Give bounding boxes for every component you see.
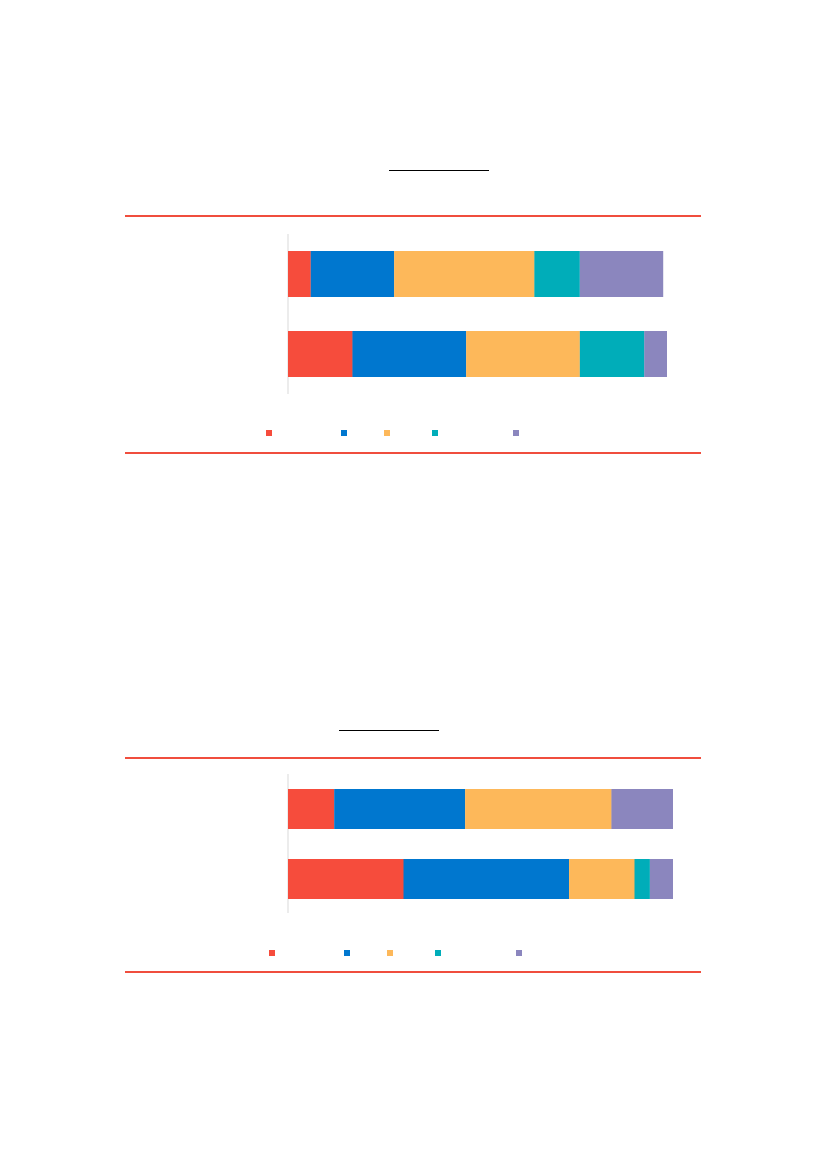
legend-swatch xyxy=(432,430,438,436)
figure-2-bottom-rule xyxy=(125,971,701,973)
chart-1 xyxy=(287,234,667,394)
chart-2-bar-row2-series4 xyxy=(634,859,650,899)
figure-2-title-underline xyxy=(339,730,439,731)
figure-2-top-rule xyxy=(125,757,701,759)
legend-swatch xyxy=(435,950,441,956)
chart-1-bar-row1-series5 xyxy=(579,251,664,297)
chart-1-bar-row2-series4 xyxy=(579,331,645,377)
chart-1-bar-row1-series1 xyxy=(288,251,311,297)
chart-2-bar-row2-series1 xyxy=(288,859,404,899)
chart-1-bar-row1-series2 xyxy=(310,251,395,297)
chart-2-bar-row1-series5 xyxy=(611,789,673,829)
chart-1-bar-row2-series1 xyxy=(288,331,353,377)
legend-swatch xyxy=(341,430,347,436)
chart-1-bar-row2-series2 xyxy=(352,331,467,377)
legend-swatch xyxy=(266,430,272,436)
chart-1-bar-row1-series4 xyxy=(534,251,580,297)
chart-2-bar-row2-series5 xyxy=(649,859,673,899)
chart-1-bar-row2-series5 xyxy=(644,331,667,377)
legend-swatch xyxy=(387,950,393,956)
chart-1-bar-row2-series3 xyxy=(466,331,580,377)
legend-swatch xyxy=(269,950,275,956)
chart-1-bar-row1-series3 xyxy=(394,251,535,297)
legend-swatch xyxy=(516,950,522,956)
legend-swatch xyxy=(344,950,350,956)
chart-2-bar-row1-series1 xyxy=(288,789,335,829)
figure-1-bottom-rule xyxy=(125,452,701,454)
chart-2-bar-row1-series2 xyxy=(334,789,466,829)
chart-2-bar-row2-series2 xyxy=(403,859,570,899)
chart-2-bar-row1-series3 xyxy=(465,789,612,829)
chart-2-bar-row2-series3 xyxy=(569,859,635,899)
legend-swatch xyxy=(384,430,390,436)
figure-1-title-underline xyxy=(389,170,489,171)
chart-2 xyxy=(287,774,673,913)
legend-swatch xyxy=(513,430,519,436)
figure-1-top-rule xyxy=(125,215,701,217)
